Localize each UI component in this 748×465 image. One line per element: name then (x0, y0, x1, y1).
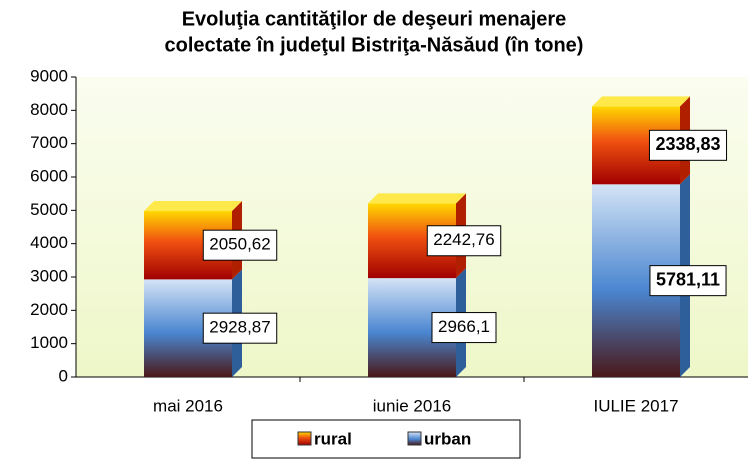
y-tick-label: 5000 (30, 200, 68, 219)
legend-label: urban (424, 429, 471, 448)
x-tick-label: mai 2016 (153, 396, 223, 415)
data-label: 2338,83 (655, 134, 720, 154)
data-label-box (431, 312, 497, 344)
data-label-box (648, 129, 728, 161)
legend (251, 419, 521, 459)
y-tick-label: 9000 (30, 66, 68, 85)
y-tick-label: 2000 (30, 300, 68, 319)
y-tick-label: 7000 (30, 133, 68, 152)
legend-label: rural (314, 429, 352, 448)
data-label: 2928,87 (209, 318, 270, 337)
data-label: 2242,76 (433, 230, 494, 249)
data-label-box (649, 265, 727, 297)
y-tick-label: 1000 (30, 333, 68, 352)
data-label-box (426, 225, 502, 257)
bar-top (592, 96, 690, 107)
legend-swatch (407, 431, 422, 446)
y-tick-label: 4000 (30, 233, 68, 252)
x-tick-label: IULIE 2017 (593, 396, 678, 415)
x-tick-label: iunie 2016 (373, 396, 451, 415)
y-tick-label: 8000 (30, 100, 68, 119)
bar-top (144, 201, 242, 212)
data-label-box (202, 312, 278, 344)
bar-top (368, 193, 466, 204)
legend-swatch (297, 431, 312, 446)
y-tick-label: 0 (59, 366, 68, 385)
chart-title: Evoluţia cantităţilor de deşeuri menajer… (182, 8, 567, 30)
data-label: 2050,62 (209, 235, 270, 254)
y-tick-label: 6000 (30, 166, 68, 185)
data-label-box (202, 229, 278, 261)
data-label: 2966,1 (438, 317, 490, 336)
y-tick-label: 3000 (30, 266, 68, 285)
chart-title: colectate în judeţul Bistriţa-Năsăud (în… (165, 34, 584, 56)
data-label: 5781,11 (656, 269, 720, 289)
